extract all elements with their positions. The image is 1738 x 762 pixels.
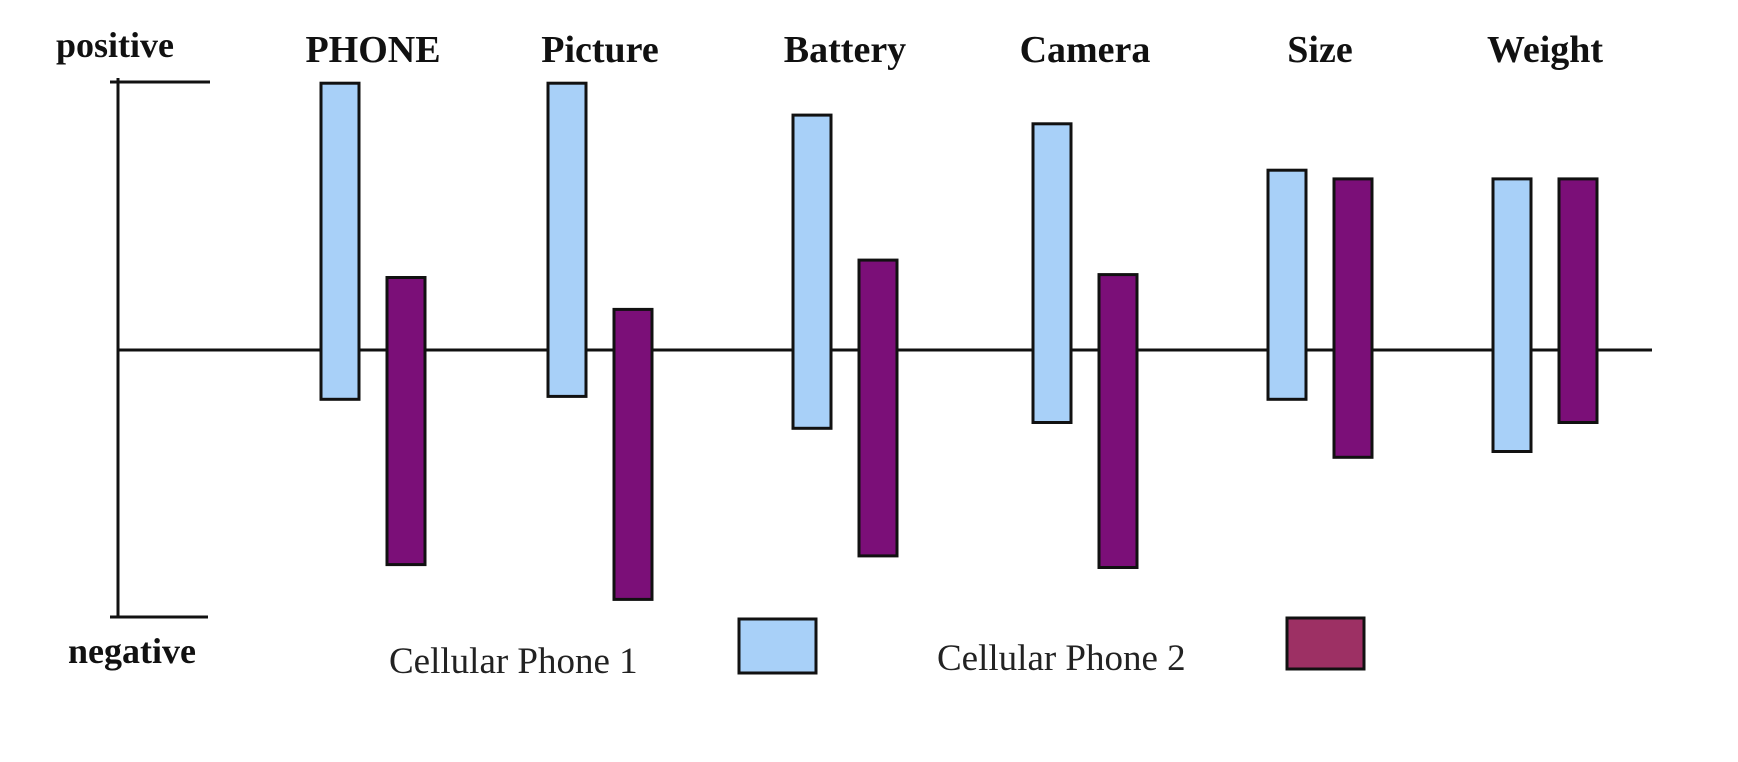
category-label-size: Size [1287, 29, 1352, 71]
bar-series-2-camera [1099, 275, 1137, 568]
bar-series-1-phone [321, 83, 359, 399]
bar-series-1-camera [1033, 124, 1071, 423]
legend-label-series-1: Cellular Phone 1 [389, 641, 638, 682]
category-label-camera: Camera [1020, 29, 1151, 71]
category-label-phone: PHONE [305, 29, 440, 71]
bar-series-2-battery [859, 260, 897, 556]
legend-label-series-2: Cellular Phone 2 [937, 638, 1186, 679]
bar-series-2-picture [614, 309, 652, 599]
legend-swatch-series-1 [739, 619, 816, 673]
bars [321, 83, 1597, 599]
axis-label-negative: negative [68, 631, 196, 671]
bar-series-1-size [1268, 170, 1306, 399]
bar-series-1-weight [1493, 179, 1531, 452]
bar-series-2-weight [1559, 179, 1597, 423]
category-labels: PHONE Picture Battery Camera Size Weight [305, 29, 1603, 71]
bar-series-1-picture [548, 83, 586, 396]
category-label-weight: Weight [1487, 29, 1603, 71]
category-label-battery: Battery [784, 29, 906, 71]
axes: positive negative [56, 25, 1652, 671]
legend: Cellular Phone 1 Cellular Phone 2 [389, 618, 1364, 682]
axis-label-positive: positive [56, 25, 174, 65]
legend-swatch-series-2 [1287, 618, 1364, 669]
bar-series-1-battery [793, 115, 831, 428]
bar-series-2-phone [387, 278, 425, 565]
bar-series-2-size [1334, 179, 1372, 457]
category-label-picture: Picture [541, 29, 658, 71]
